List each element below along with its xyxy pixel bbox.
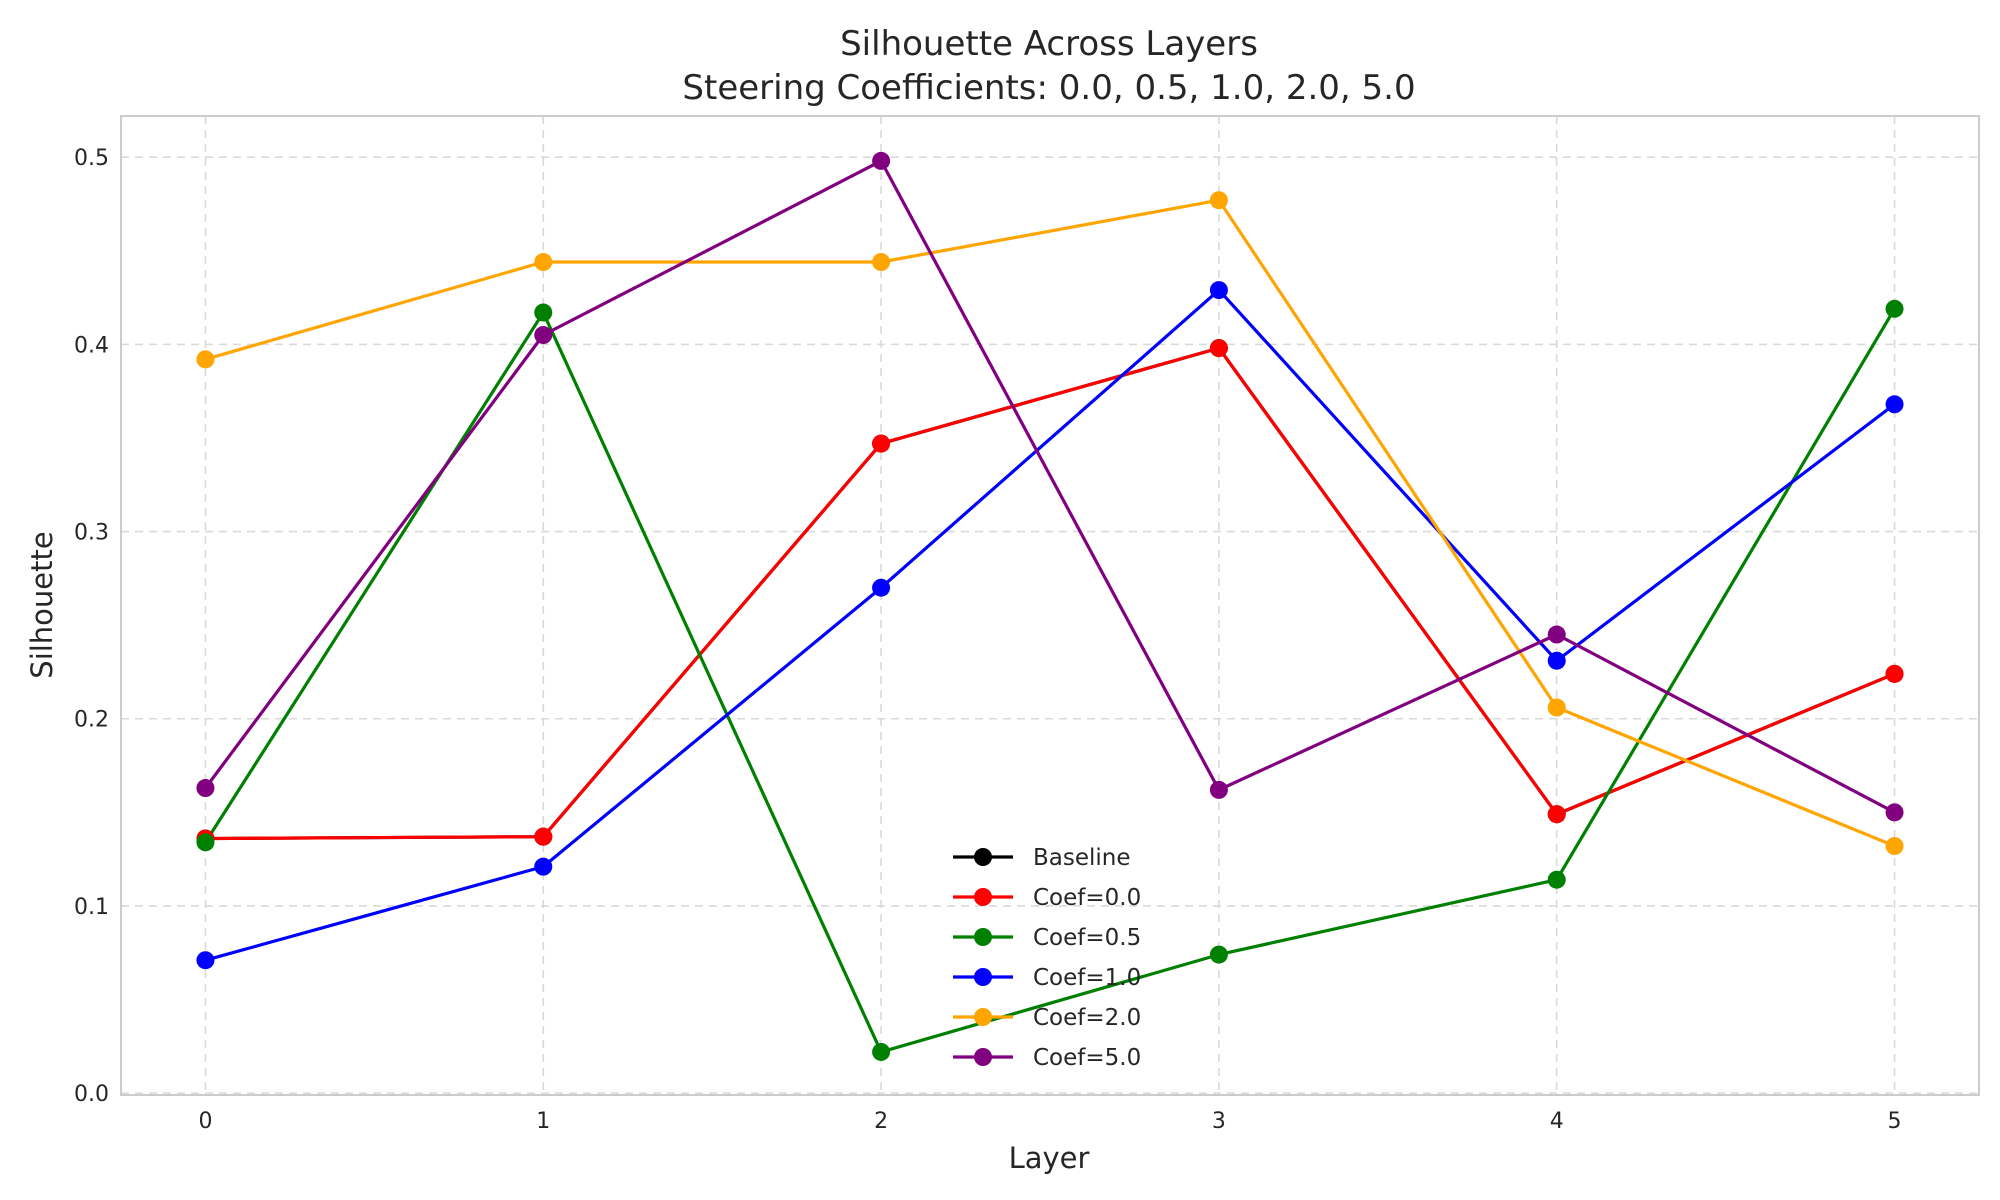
x-tick-label: 2 xyxy=(874,1109,888,1134)
data-point-coef-5-0 xyxy=(534,326,553,345)
x-tick-label: 3 xyxy=(1212,1109,1226,1134)
x-tick-label: 5 xyxy=(1888,1109,1902,1134)
data-point-coef-2-0 xyxy=(196,350,215,369)
data-point-coef-2-0 xyxy=(1547,698,1566,717)
data-point-coef-5-0 xyxy=(1885,803,1904,822)
y-tick-label: 0.3 xyxy=(74,521,109,546)
legend-label: Baseline xyxy=(1033,845,1131,871)
data-point-coef-0-0 xyxy=(1547,805,1566,824)
data-point-coef-0-5 xyxy=(1885,299,1904,318)
data-point-coef-0-0 xyxy=(534,827,553,846)
data-point-coef-5-0 xyxy=(872,151,891,170)
x-tick-label: 0 xyxy=(198,1109,212,1134)
y-axis-ticks: 0.0 0.1 0.2 0.3 0.4 0.5 xyxy=(74,146,109,1107)
legend-label: Coef=1.0 xyxy=(1033,965,1141,991)
y-tick-label: 0.1 xyxy=(74,895,109,920)
y-tick-label: 0.2 xyxy=(74,708,109,733)
legend-swatch-marker xyxy=(974,1048,992,1066)
data-point-coef-0-5 xyxy=(534,303,553,322)
data-point-coef-1-0 xyxy=(1209,281,1228,300)
y-tick-label: 0.4 xyxy=(74,333,109,358)
data-point-coef-0-0 xyxy=(872,434,891,453)
plot-frame xyxy=(120,115,1980,1096)
legend-label: Coef=0.0 xyxy=(1033,885,1141,911)
legend-label: Coef=2.0 xyxy=(1033,1005,1141,1031)
data-point-coef-0-5 xyxy=(196,833,215,852)
series-line-coef-1-0 xyxy=(205,288,1896,962)
data-point-coef-1-0 xyxy=(534,857,553,876)
legend-swatch-marker xyxy=(974,888,992,906)
data-point-coef-0-0 xyxy=(1209,339,1228,358)
legend-swatch-marker xyxy=(974,848,992,866)
legend-swatch-marker xyxy=(974,1008,992,1026)
legend: Baseline Coef=0.0 Coef=0.5 Coef=1.0 Coef=2.0… xyxy=(953,845,1141,1071)
y-tick-label: 0.0 xyxy=(74,1082,109,1107)
chart-subtitle: Steering Coefficients: 0.0, 0.5, 1.0, 2.… xyxy=(682,68,1415,108)
data-point-coef-2-0 xyxy=(1209,191,1228,210)
data-point-coef-1-0 xyxy=(1547,651,1566,670)
series-line-coef-0-0 xyxy=(205,346,1896,841)
y-axis-label: Silhouette xyxy=(25,531,59,678)
data-point-coef-2-0 xyxy=(872,253,891,272)
data-point-coef-2-0 xyxy=(1885,837,1904,856)
data-point-coef-0-5 xyxy=(872,1042,891,1061)
data-point-coef-0-5 xyxy=(1547,870,1566,889)
x-tick-label: 1 xyxy=(536,1109,550,1134)
data-point-coef-5-0 xyxy=(1209,780,1228,799)
legend-label: Coef=0.5 xyxy=(1033,925,1141,951)
data-point-coef-0-0 xyxy=(1885,664,1904,683)
chart-title: Silhouette Across Layers xyxy=(840,24,1258,64)
grid-lines xyxy=(121,116,1979,1095)
legend-swatch-marker xyxy=(974,928,992,946)
data-point-coef-1-0 xyxy=(196,951,215,970)
data-point-coef-5-0 xyxy=(1547,625,1566,644)
x-tick-label: 4 xyxy=(1550,1109,1564,1134)
y-tick-label: 0.5 xyxy=(74,146,109,171)
data-point-coef-5-0 xyxy=(196,779,215,798)
data-point-coef-0-5 xyxy=(1209,945,1228,964)
series-line-coef-2-0 xyxy=(205,198,1896,848)
series-line-baseline xyxy=(205,346,1896,841)
series-line-coef-0-5 xyxy=(204,307,1896,1054)
data-point-coef-2-0 xyxy=(534,253,553,272)
data-point-coef-1-0 xyxy=(1885,395,1904,414)
series-line-coef-5-0 xyxy=(204,159,1896,814)
x-axis-ticks: 0 1 2 3 4 5 xyxy=(198,1109,1901,1134)
legend-swatch-marker xyxy=(974,968,992,986)
data-points xyxy=(196,151,1904,1061)
data-point-coef-1-0 xyxy=(872,578,891,597)
x-axis-label: Layer xyxy=(1009,1141,1090,1175)
legend-label: Coef=5.0 xyxy=(1033,1045,1141,1071)
series-lines xyxy=(204,159,1896,1054)
